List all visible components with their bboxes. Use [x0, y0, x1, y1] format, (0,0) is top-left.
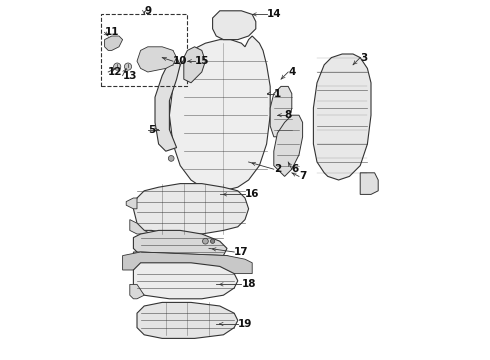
- Text: 6: 6: [292, 164, 299, 174]
- Text: 15: 15: [195, 56, 209, 66]
- Circle shape: [114, 63, 121, 70]
- Polygon shape: [122, 252, 252, 274]
- Text: 3: 3: [360, 53, 368, 63]
- Circle shape: [169, 156, 174, 161]
- Text: 10: 10: [173, 56, 188, 66]
- Text: 12: 12: [108, 67, 122, 77]
- Polygon shape: [133, 184, 248, 234]
- Text: 18: 18: [242, 279, 256, 289]
- Polygon shape: [133, 252, 234, 266]
- Polygon shape: [126, 198, 137, 209]
- Text: 14: 14: [267, 9, 281, 19]
- Polygon shape: [133, 230, 227, 259]
- Polygon shape: [137, 47, 176, 72]
- Circle shape: [202, 238, 208, 244]
- Circle shape: [124, 63, 132, 70]
- Polygon shape: [184, 47, 205, 83]
- Circle shape: [210, 239, 215, 243]
- Polygon shape: [314, 54, 371, 180]
- Text: 2: 2: [274, 164, 281, 174]
- Text: 9: 9: [144, 6, 151, 16]
- Polygon shape: [104, 36, 122, 50]
- Text: 19: 19: [238, 319, 252, 329]
- Polygon shape: [170, 36, 270, 191]
- Text: 11: 11: [104, 27, 119, 37]
- Text: 8: 8: [285, 110, 292, 120]
- Text: 1: 1: [274, 89, 281, 99]
- Bar: [101, 14, 187, 86]
- Text: 17: 17: [234, 247, 249, 257]
- Text: 7: 7: [299, 171, 306, 181]
- Text: 5: 5: [148, 125, 155, 135]
- Polygon shape: [137, 302, 238, 338]
- Polygon shape: [133, 263, 238, 299]
- Polygon shape: [270, 86, 292, 137]
- Text: 4: 4: [288, 67, 295, 77]
- Polygon shape: [274, 115, 303, 176]
- Polygon shape: [213, 11, 256, 40]
- Polygon shape: [360, 173, 378, 194]
- Text: 13: 13: [122, 71, 137, 81]
- Polygon shape: [130, 284, 144, 299]
- Text: 16: 16: [245, 189, 260, 199]
- Polygon shape: [155, 58, 180, 151]
- Polygon shape: [130, 220, 151, 234]
